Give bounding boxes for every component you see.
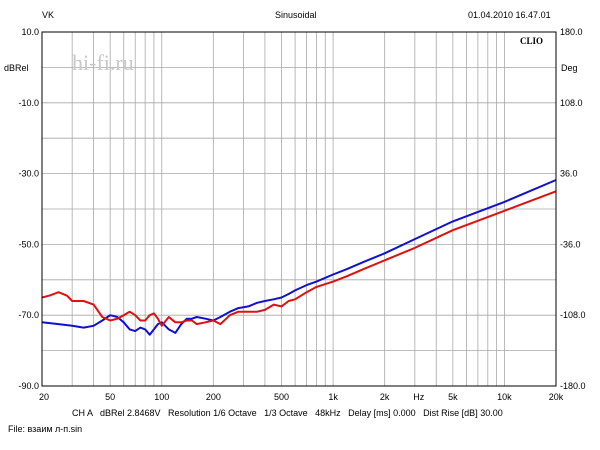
footer-file: File: взаим л-п.sin <box>8 424 83 434</box>
x-tick-label: 5k <box>448 392 458 402</box>
y-tick-label: -30.0 <box>18 169 39 179</box>
tick-labels: 20 50 100 200 500 1k 2k Hz 5k 10k 20k 10.0 -10.0 -30.… <box>18 27 585 402</box>
plot-frame <box>41 31 557 387</box>
x-tick-label: 200 <box>206 392 221 402</box>
y2-tick-label: -180.0 <box>560 381 586 391</box>
header-title: Sinusoidal <box>275 10 317 20</box>
footer-settings: CH A dBRel 2.8468V Resolution 1/6 Octave… <box>72 408 503 418</box>
grid <box>41 31 557 387</box>
y-tick-label: -90.0 <box>18 381 39 391</box>
y2-tick-label: -108.0 <box>560 310 586 320</box>
x-tick-label: 2k <box>380 392 390 402</box>
y-axis-label: dBRel <box>4 63 29 73</box>
y2-tick-label: 108.0 <box>560 98 583 108</box>
header-left: VK <box>42 10 55 20</box>
x-tick-label: 1k <box>328 392 338 402</box>
x-tick-label: 10k <box>497 392 512 402</box>
x-tick-label: 50 <box>105 392 115 402</box>
y-tick-label: -70.0 <box>18 310 39 320</box>
clio-brand: CLIO <box>520 36 543 46</box>
x-tick-label: 20 <box>39 392 49 402</box>
y2-tick-label: 36.0 <box>560 169 578 179</box>
watermark-logo: hi-fi.ru <box>72 50 134 75</box>
y-tick-label: -50.0 <box>18 239 39 249</box>
y2-tick-label: 180.0 <box>560 27 583 37</box>
series-group <box>41 179 557 336</box>
y2-tick-label: -36.0 <box>560 239 581 249</box>
y-tick-label: 10.0 <box>21 27 39 37</box>
series-line-2 <box>41 190 557 327</box>
x-tick-label: 20k <box>549 392 564 402</box>
header-timestamp: 01.04.2010 16.47.01 <box>468 10 551 20</box>
x-unit-label: Hz <box>413 392 424 402</box>
x-tick-label: 500 <box>274 392 289 402</box>
x-tick-label: 100 <box>154 392 169 402</box>
y-tick-label: -10.0 <box>18 98 39 108</box>
y2-axis-label: Deg <box>561 63 578 73</box>
series-line-1 <box>41 179 557 336</box>
